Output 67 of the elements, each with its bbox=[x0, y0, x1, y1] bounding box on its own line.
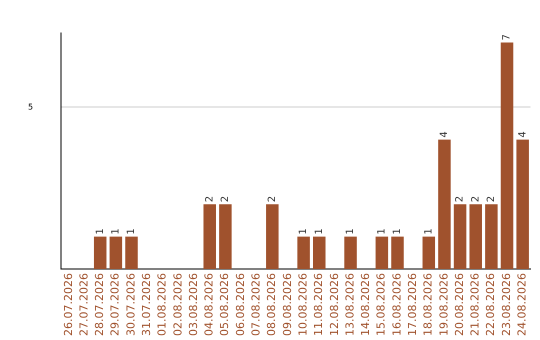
bar bbox=[110, 236, 122, 270]
data-label: 2 bbox=[470, 196, 482, 202]
x-tick-label: 04.08.2026 bbox=[202, 273, 216, 336]
x-tick-label: 23.08.2026 bbox=[500, 273, 513, 336]
x-tick-label: 05.08.2026 bbox=[218, 273, 232, 336]
x-tick-label: 14.08.2026 bbox=[359, 273, 372, 336]
x-tick-label: 06.08.2026 bbox=[234, 273, 247, 336]
data-label: 1 bbox=[423, 228, 434, 235]
x-tick-label: 24.08.2026 bbox=[516, 273, 529, 336]
bar bbox=[469, 204, 482, 270]
bar bbox=[500, 42, 514, 270]
x-tick-label: 29.07.2026 bbox=[108, 273, 122, 336]
x-tick-label: 27.07.2026 bbox=[77, 273, 90, 336]
x-tick-label: 22.08.2026 bbox=[484, 273, 498, 336]
x-tick-label: 16.08.2026 bbox=[390, 273, 404, 336]
bar bbox=[94, 236, 106, 270]
x-tick-label: 13.08.2026 bbox=[343, 273, 356, 336]
bar bbox=[376, 236, 388, 270]
bar bbox=[422, 236, 436, 270]
bar bbox=[438, 140, 451, 270]
data-label: 1 bbox=[110, 228, 122, 235]
y-tick-label: 5 bbox=[28, 102, 34, 112]
bar bbox=[516, 140, 529, 270]
x-tick-label: 30.07.2026 bbox=[124, 273, 138, 336]
data-label: 1 bbox=[94, 228, 106, 235]
bar bbox=[454, 204, 466, 270]
data-label: 2 bbox=[220, 196, 231, 202]
x-tick-label: 01.08.2026 bbox=[156, 273, 169, 336]
data-label: 2 bbox=[266, 196, 278, 202]
x-tick-label: 28.07.2026 bbox=[93, 273, 106, 336]
x-tick-label: 21.08.2026 bbox=[468, 273, 482, 336]
bar bbox=[219, 204, 232, 270]
bar bbox=[485, 204, 498, 270]
bar bbox=[297, 236, 310, 270]
data-label: 2 bbox=[486, 196, 497, 202]
data-label: 1 bbox=[392, 228, 404, 235]
x-tick-label: 19.08.2026 bbox=[437, 273, 450, 336]
data-label: 1 bbox=[314, 228, 325, 235]
data-label: 1 bbox=[126, 228, 138, 235]
x-tick-label: 12.08.2026 bbox=[328, 273, 341, 336]
bar bbox=[391, 236, 404, 270]
data-label: 4 bbox=[439, 131, 450, 138]
bar bbox=[266, 204, 279, 270]
data-label: 1 bbox=[298, 228, 310, 235]
x-tick-label: 03.08.2026 bbox=[186, 273, 200, 336]
bar bbox=[125, 236, 138, 270]
x-tick-label: 31.07.2026 bbox=[140, 273, 154, 336]
data-label: 2 bbox=[204, 196, 216, 202]
x-tick-label: 20.08.2026 bbox=[452, 273, 466, 336]
bar bbox=[313, 236, 326, 270]
data-label: 1 bbox=[376, 228, 388, 235]
x-tick-label: 18.08.2026 bbox=[422, 273, 435, 336]
x-tick-label: 10.08.2026 bbox=[296, 273, 310, 336]
x-tick-label: 08.08.2026 bbox=[265, 273, 278, 336]
bar bbox=[344, 236, 357, 270]
data-label: 4 bbox=[517, 131, 528, 138]
bar bbox=[203, 204, 216, 270]
x-tick-label: 26.07.2026 bbox=[62, 273, 75, 336]
x-tick-label: 17.08.2026 bbox=[406, 273, 419, 336]
x-tick-label: 02.08.2026 bbox=[171, 273, 184, 336]
x-tick-label: 11.08.2026 bbox=[312, 273, 326, 336]
data-label: 7 bbox=[502, 34, 513, 41]
x-tick-label: 09.08.2026 bbox=[280, 273, 294, 336]
data-label: 2 bbox=[454, 196, 466, 202]
x-tick-label: 15.08.2026 bbox=[374, 273, 388, 336]
data-label: 1 bbox=[345, 228, 356, 235]
x-tick-label: 07.08.2026 bbox=[250, 273, 263, 336]
